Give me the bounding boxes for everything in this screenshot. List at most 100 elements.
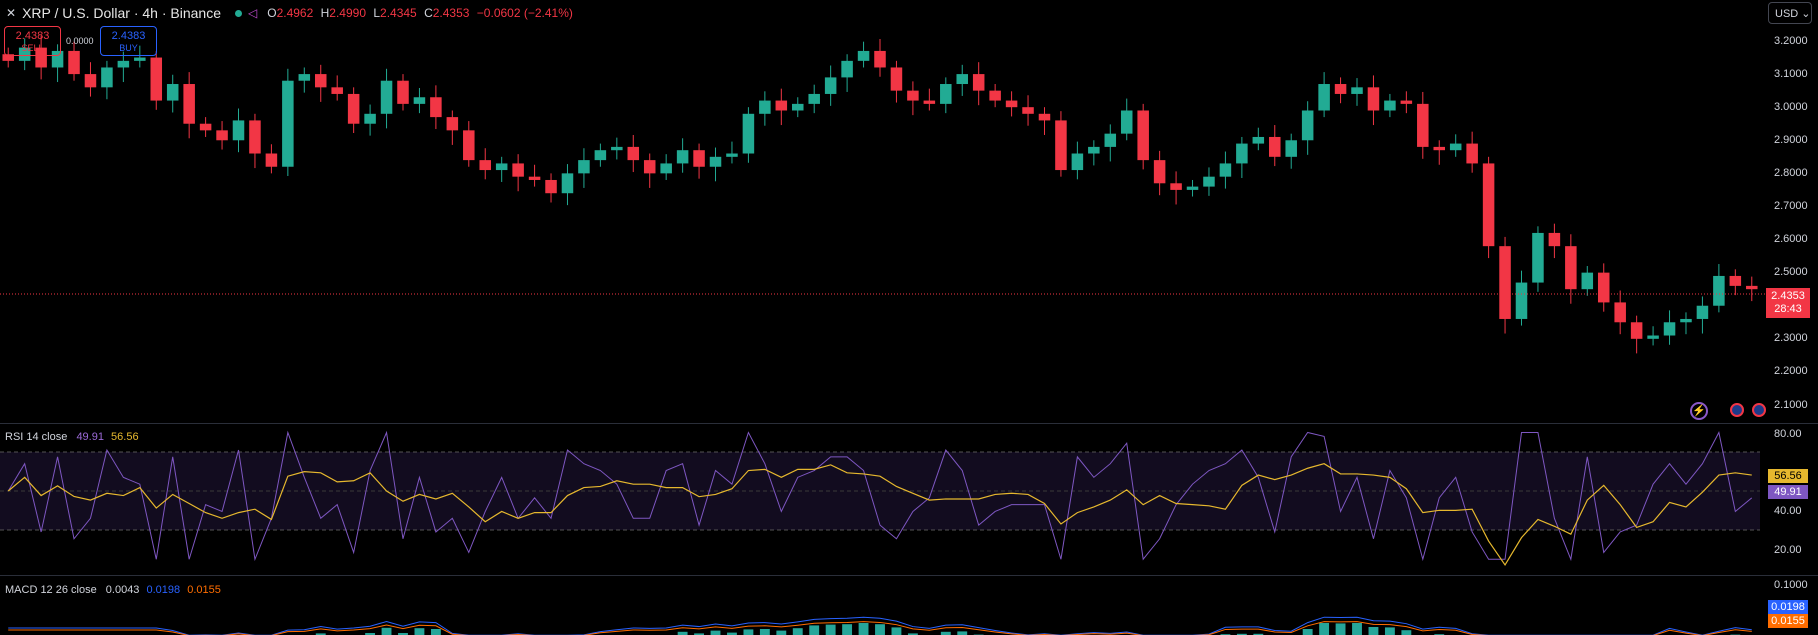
candle-body [232, 120, 245, 141]
symbol-title[interactable]: XRP / U.S. Dollar · 4h · Binance [22, 5, 221, 21]
candle-body [18, 47, 31, 61]
price-axis-label: 3.1000 [1774, 68, 1808, 80]
candle-body [1137, 110, 1149, 161]
candle-body [68, 50, 80, 75]
rsi-value-badge: 49.91 [1768, 485, 1808, 499]
candle-body [1203, 176, 1215, 187]
candle-body [792, 103, 804, 111]
candle-body [347, 93, 360, 124]
candle-body [430, 97, 442, 118]
candle-body [1367, 87, 1380, 111]
macd-hist-bar [727, 632, 737, 635]
candle-body [1696, 305, 1709, 319]
candle-body [1120, 110, 1133, 134]
candle-body [1663, 322, 1676, 336]
candle-body [331, 87, 343, 94]
candle-body [989, 90, 1001, 101]
candle-body [940, 84, 952, 104]
lightning-icon[interactable]: ⚡ [1690, 402, 1708, 420]
candle-body [1055, 120, 1067, 171]
sell-button[interactable]: 2.4383 SELL [4, 26, 61, 56]
market-open-icon [235, 9, 242, 17]
candle-body [1499, 246, 1511, 319]
candle-body [397, 80, 409, 104]
macd-legend[interactable]: MACD 12 26 close 0.0043 0.0198 0.0155 [5, 584, 221, 596]
macd-hist-bar [430, 629, 441, 635]
candle-body [150, 57, 163, 101]
macd-hist-bar [381, 627, 392, 635]
ohlc-close: 2.4353 [432, 6, 470, 20]
rsi-legend[interactable]: RSI 14 close 49.91 56.56 [5, 431, 139, 443]
macd-signal-line [8, 621, 1752, 635]
candle-body [528, 176, 541, 180]
candle-body [1647, 335, 1659, 339]
rsi-axis-label: 40.00 [1774, 505, 1802, 517]
candle-body [1482, 163, 1495, 247]
share-icon[interactable]: ◁ [248, 6, 258, 20]
candle-body [742, 113, 755, 154]
candle-body [808, 93, 820, 104]
macd-hist-bar [842, 624, 853, 635]
price-axis-label: 3.2000 [1774, 35, 1808, 47]
candle-body [1005, 100, 1018, 108]
candle-body [923, 100, 936, 104]
candle-body [1022, 107, 1034, 114]
macd-hist-bar [858, 623, 869, 635]
candle-body [627, 146, 640, 161]
candle-body [693, 150, 705, 167]
candle-body [495, 163, 508, 171]
macd-hist-bar [891, 627, 902, 635]
candle-body [594, 150, 607, 161]
candle-body [726, 153, 738, 157]
macd-hist-bar [1253, 633, 1264, 635]
candle-body [824, 77, 837, 94]
candle-body [1186, 186, 1199, 190]
candle-body [35, 47, 47, 68]
macd-hist-bar [1319, 623, 1330, 635]
candle-body [1680, 318, 1692, 323]
candle-body [1236, 143, 1248, 164]
candle-body [1269, 136, 1281, 157]
macd-hist-bar [940, 631, 951, 635]
pane-divider[interactable] [0, 423, 1818, 424]
macd-hist-bar [743, 629, 754, 635]
macd-hist-bar [694, 633, 704, 635]
candle-body [479, 160, 491, 171]
macd-signal-badge: 0.0155 [1768, 614, 1808, 628]
pane-divider[interactable] [0, 575, 1818, 576]
close-icon[interactable]: ✕ [6, 6, 17, 20]
macd-hist-bar [677, 631, 688, 635]
rsi-line [7, 430, 1753, 562]
price-axis-label: 2.1000 [1774, 399, 1808, 411]
candle-body [759, 100, 771, 114]
currency-selector[interactable]: USD ⌄ [1768, 2, 1812, 24]
candle-body [134, 57, 146, 61]
candle-body [216, 130, 228, 141]
candle-body [775, 100, 788, 111]
candle-body [841, 60, 853, 78]
buy-label: BUY [119, 43, 138, 53]
macd-hist-bar [1401, 630, 1412, 635]
candle-body [676, 150, 689, 164]
ohlc-values: O2.4962 H2.4990 L2.4345 C2.4353 −0.0602 … [267, 6, 573, 20]
us-flag-icon[interactable] [1752, 403, 1766, 417]
candle-body [972, 74, 985, 91]
candle-body [1170, 183, 1182, 190]
candle-body [1384, 100, 1396, 111]
candle-body [51, 50, 64, 68]
candle-body [1334, 84, 1347, 94]
candle-body [364, 113, 376, 124]
candle-body [1088, 146, 1100, 154]
spread-value: 0.0000 [66, 36, 94, 46]
macd-hist-bar [759, 629, 770, 635]
macd-hist-bar [875, 624, 885, 635]
candle-body [117, 60, 130, 68]
rsi-axis-label: 20.00 [1774, 544, 1802, 556]
sell-price: 2.4383 [15, 30, 50, 42]
candle-body [1285, 140, 1297, 157]
candle-body [1219, 163, 1232, 177]
buy-button[interactable]: 2.4383 BUY [100, 26, 157, 56]
candle-body [1548, 232, 1561, 247]
us-flag-icon[interactable] [1730, 403, 1744, 417]
